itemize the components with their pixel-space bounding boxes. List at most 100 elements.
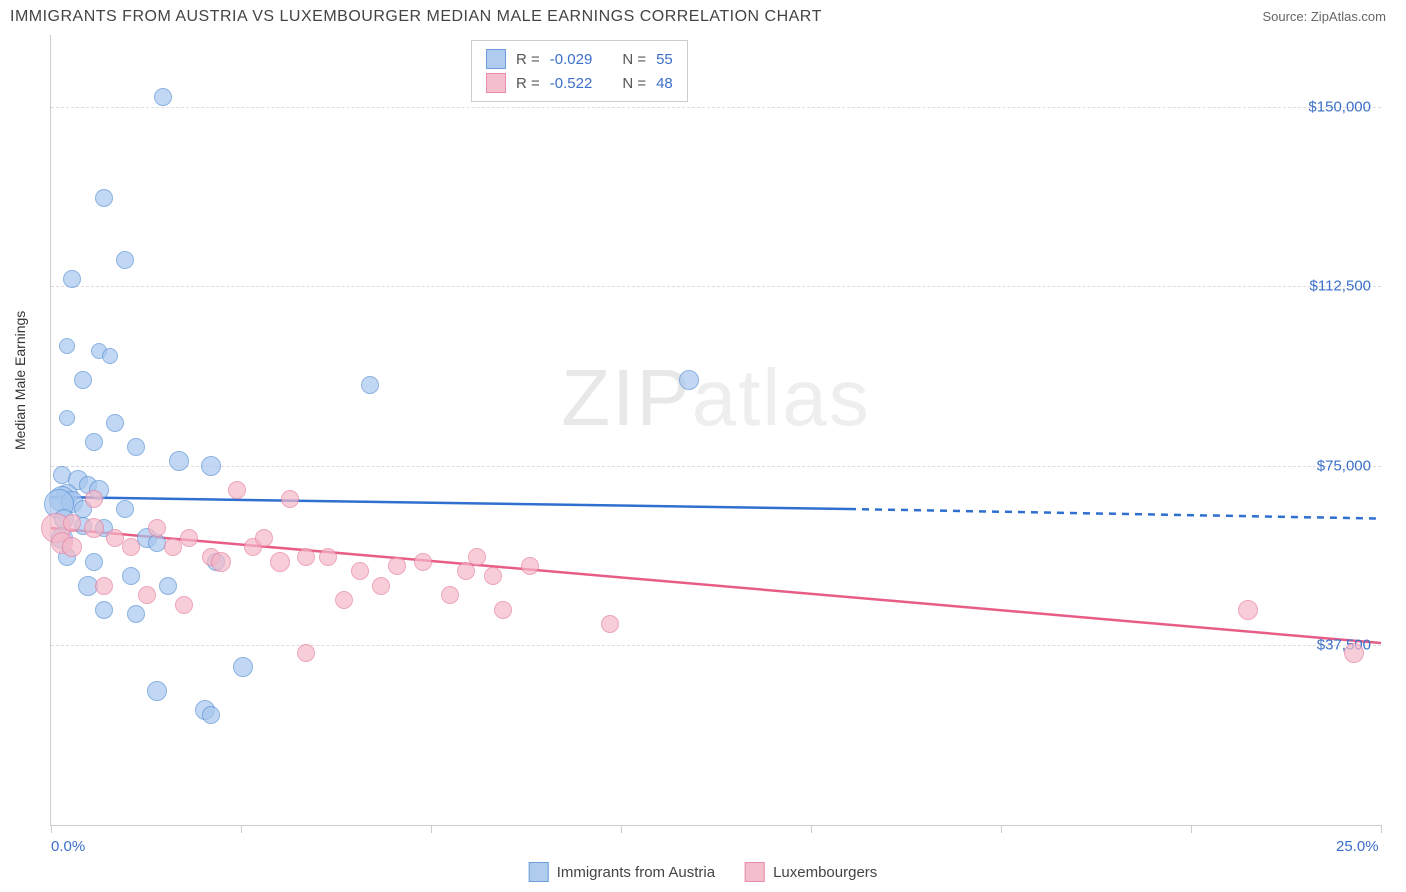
data-point bbox=[85, 433, 103, 451]
data-point bbox=[297, 548, 315, 566]
data-point bbox=[62, 537, 82, 557]
data-point bbox=[63, 514, 81, 532]
data-point bbox=[148, 519, 166, 537]
stats-legend-row: R = -0.522 N = 48 bbox=[486, 71, 673, 95]
legend-label: Immigrants from Austria bbox=[557, 864, 715, 881]
trend-line-extrapolated bbox=[849, 509, 1381, 519]
data-point bbox=[175, 596, 193, 614]
source-name: ZipAtlas.com bbox=[1311, 9, 1386, 24]
x-tick bbox=[1191, 825, 1192, 833]
legend-item: Luxembourgers bbox=[745, 862, 877, 882]
x-tick bbox=[51, 825, 52, 833]
legend-swatch bbox=[486, 73, 506, 93]
y-tick-label: $112,500 bbox=[1310, 278, 1371, 295]
data-point bbox=[59, 338, 75, 354]
n-label: N = bbox=[622, 51, 646, 68]
n-label: N = bbox=[622, 75, 646, 92]
x-tick bbox=[431, 825, 432, 833]
watermark-zip: ZIP bbox=[561, 353, 691, 442]
data-point bbox=[102, 348, 118, 364]
chart-title: IMMIGRANTS FROM AUSTRIA VS LUXEMBOURGER … bbox=[10, 8, 822, 26]
data-point bbox=[468, 548, 486, 566]
source-prefix: Source: bbox=[1262, 9, 1310, 24]
series-legend: Immigrants from Austria Luxembourgers bbox=[529, 862, 878, 882]
data-point bbox=[484, 567, 502, 585]
data-point bbox=[164, 538, 182, 556]
legend-swatch bbox=[486, 49, 506, 69]
x-tick bbox=[1001, 825, 1002, 833]
data-point bbox=[116, 500, 134, 518]
data-point bbox=[95, 601, 113, 619]
data-point bbox=[202, 706, 220, 724]
data-point bbox=[116, 251, 134, 269]
stats-legend: R = -0.029 N = 55 R = -0.522 N = 48 bbox=[471, 40, 688, 102]
trend-line bbox=[51, 497, 849, 509]
trend-lines-layer bbox=[51, 35, 1381, 825]
data-point bbox=[122, 538, 140, 556]
data-point bbox=[63, 270, 81, 288]
data-point bbox=[59, 410, 75, 426]
legend-swatch bbox=[529, 862, 549, 882]
data-point bbox=[228, 481, 246, 499]
data-point bbox=[361, 376, 379, 394]
data-point bbox=[319, 548, 337, 566]
x-tick bbox=[241, 825, 242, 833]
r-label: R = bbox=[516, 75, 540, 92]
data-point bbox=[127, 605, 145, 623]
data-point bbox=[84, 518, 104, 538]
x-tick-label: 0.0% bbox=[51, 838, 85, 855]
data-point bbox=[521, 557, 539, 575]
watermark-atlas: atlas bbox=[692, 353, 871, 442]
legend-label: Luxembourgers bbox=[773, 864, 877, 881]
data-point bbox=[169, 451, 189, 471]
data-point bbox=[211, 552, 231, 572]
data-point bbox=[270, 552, 290, 572]
data-point bbox=[127, 438, 145, 456]
y-tick-label: $150,000 bbox=[1308, 98, 1371, 115]
data-point bbox=[233, 657, 253, 677]
data-point bbox=[601, 615, 619, 633]
r-value: -0.522 bbox=[550, 75, 593, 92]
scatter-chart: ZIPatlas R =-0.029N =55R =-0.522N =48 $3… bbox=[50, 35, 1381, 826]
data-point bbox=[494, 601, 512, 619]
data-point bbox=[1238, 600, 1258, 620]
data-point bbox=[441, 586, 459, 604]
data-point bbox=[297, 644, 315, 662]
watermark: ZIPatlas bbox=[561, 352, 870, 444]
data-point bbox=[122, 567, 140, 585]
n-value: 55 bbox=[656, 51, 673, 68]
data-point bbox=[147, 681, 167, 701]
gridline bbox=[51, 466, 1381, 467]
data-point bbox=[201, 456, 221, 476]
x-tick bbox=[621, 825, 622, 833]
data-point bbox=[180, 529, 198, 547]
r-value: -0.029 bbox=[550, 51, 593, 68]
gridline bbox=[51, 645, 1381, 646]
data-point bbox=[95, 577, 113, 595]
data-point bbox=[335, 591, 353, 609]
data-point bbox=[414, 553, 432, 571]
gridline bbox=[51, 107, 1381, 108]
y-tick-label: $75,000 bbox=[1317, 457, 1371, 474]
x-tick bbox=[1381, 825, 1382, 833]
n-value: 48 bbox=[656, 75, 673, 92]
stats-legend-row: R = -0.029 N = 55 bbox=[486, 47, 673, 71]
data-point bbox=[372, 577, 390, 595]
legend-item: Immigrants from Austria bbox=[529, 862, 715, 882]
data-point bbox=[74, 371, 92, 389]
r-label: R = bbox=[516, 51, 540, 68]
y-axis-label: Median Male Earnings bbox=[12, 311, 28, 450]
gridline bbox=[51, 286, 1381, 287]
data-point bbox=[351, 562, 369, 580]
x-tick-label: 25.0% bbox=[1336, 838, 1379, 855]
x-tick bbox=[811, 825, 812, 833]
data-point bbox=[138, 586, 156, 604]
legend-swatch bbox=[745, 862, 765, 882]
data-point bbox=[255, 529, 273, 547]
data-point bbox=[85, 490, 103, 508]
data-point bbox=[85, 553, 103, 571]
data-point bbox=[1344, 643, 1364, 663]
data-point bbox=[95, 189, 113, 207]
data-point bbox=[154, 88, 172, 106]
data-point bbox=[679, 370, 699, 390]
